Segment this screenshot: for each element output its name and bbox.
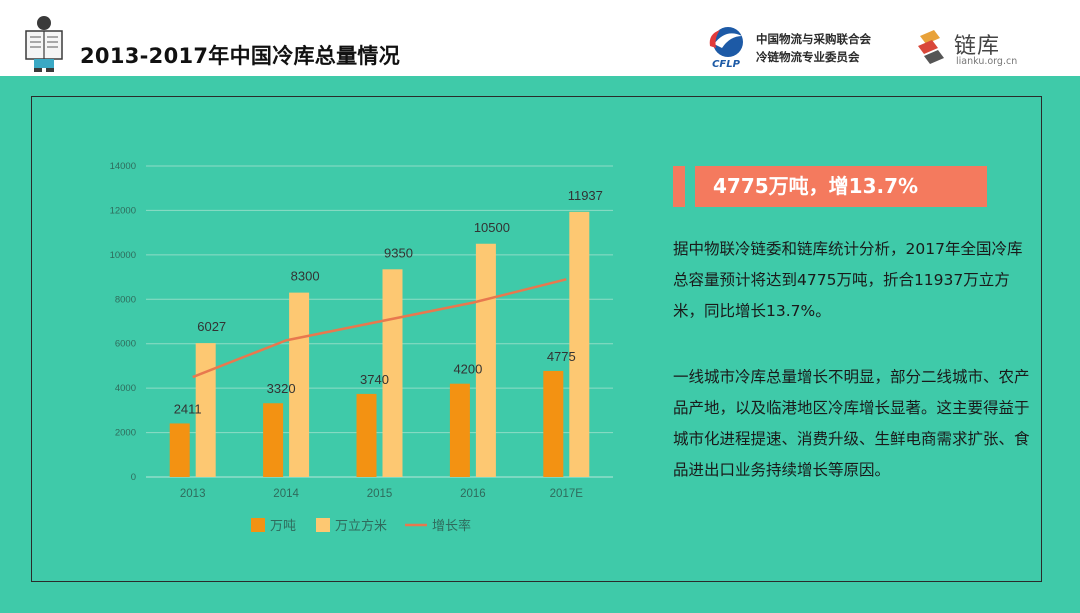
header-bar: 2013-2017年中国冷库总量情况 CFLP 中国物流与采购联合会 冷链物流专… [0,0,1080,80]
org-name: 中国物流与采购联合会 冷链物流专业委员会 [756,30,871,66]
cold-storage-chart: 0 2000 4000 6000 8000 10000 12000 14000 2411 602… [110,161,613,533]
x-tick-label: 2016 [460,488,486,500]
data-label-volume: 10500 [474,220,510,235]
chart-legend: 万吨 万立方米 增长率 [251,518,471,533]
cflp-logo-icon [709,27,743,57]
bar-volume [382,269,403,477]
x-tick-label: 2013 [180,488,206,500]
data-labels: 2411 6027 3320 8300 3740 9350 4200 10500 4775 119… [174,188,603,417]
bar-tons [449,383,470,477]
growth-line-layer [192,278,567,379]
content-panel [31,96,1042,582]
summary-paragraph-2: 一线城市冷库总量增长不明显，部分二线城市、农产品产地，以及临港地区冷库增长显著。… [673,368,1030,479]
x-axis-ticks: 2013 2014 2015 2016 2017E [180,488,583,500]
legend-label-volume: 万立方米 [335,518,387,533]
y-tick-label: 10000 [110,250,136,261]
data-label-tons: 2411 [174,401,202,416]
chart-grid [146,165,613,478]
data-label-volume: 11937 [568,188,603,203]
y-tick-label: 12000 [110,205,136,216]
bar-tons [263,403,284,477]
x-tick-label: 2014 [273,488,299,500]
bar-volume [569,211,590,477]
y-tick-label: 14000 [110,161,136,172]
y-tick-label: 0 [131,472,136,483]
data-label-tons: 3740 [360,372,389,387]
bar-tons [169,423,190,477]
org-name-line-1: 中国物流与采购联合会 [756,32,871,46]
legend-swatch-volume [316,518,330,532]
highlight-banner: 4775万吨，增13.7% [695,166,987,207]
growth-rate-line [192,278,567,379]
y-axis-ticks: 0 2000 4000 6000 8000 10000 12000 14000 [110,161,136,483]
x-tick-label: 2017E [550,488,584,500]
bar-volume [475,243,496,477]
bar-tons [543,370,564,477]
y-tick-label: 8000 [115,294,136,305]
cflp-label-text: CFLP [712,59,741,70]
legend-label-growth: 增长率 [432,518,471,533]
x-tick-label: 2015 [367,488,393,500]
bar-tons [356,393,377,477]
data-label-tons: 4775 [547,349,576,364]
newspaper-reader-icon [25,16,63,72]
summary-paragraph-1: 据中物联冷链委和链库统计分析，2017年全国冷库总容量预计将达到4775万吨，折… [673,240,1023,320]
chart-bars [169,211,590,477]
data-label-volume: 8300 [291,269,320,284]
cflp-label: CFLP [712,59,741,70]
org-name-line-2: 冷链物流专业委员会 [756,50,860,64]
y-tick-label: 2000 [115,428,136,439]
data-label-volume: 9350 [384,245,413,260]
data-label-tons: 3320 [267,381,296,396]
legend-swatch-tons [251,518,265,532]
page-title: 2013-2017年中国冷库总量情况 [80,44,401,68]
y-tick-label: 4000 [115,383,136,394]
y-tick-label: 6000 [115,339,136,350]
lianku-logo-icon [918,30,944,64]
legend-label-tons: 万吨 [270,518,296,533]
lianku-brand-name: 链库 [954,34,1001,59]
header-divider [0,76,1080,80]
lianku-url: lianku.org.cn [956,56,1018,67]
bar-volume [195,343,216,477]
highlight-accent-bar [673,166,685,207]
data-label-tons: 4200 [453,362,482,377]
data-label-volume: 6027 [197,319,226,334]
